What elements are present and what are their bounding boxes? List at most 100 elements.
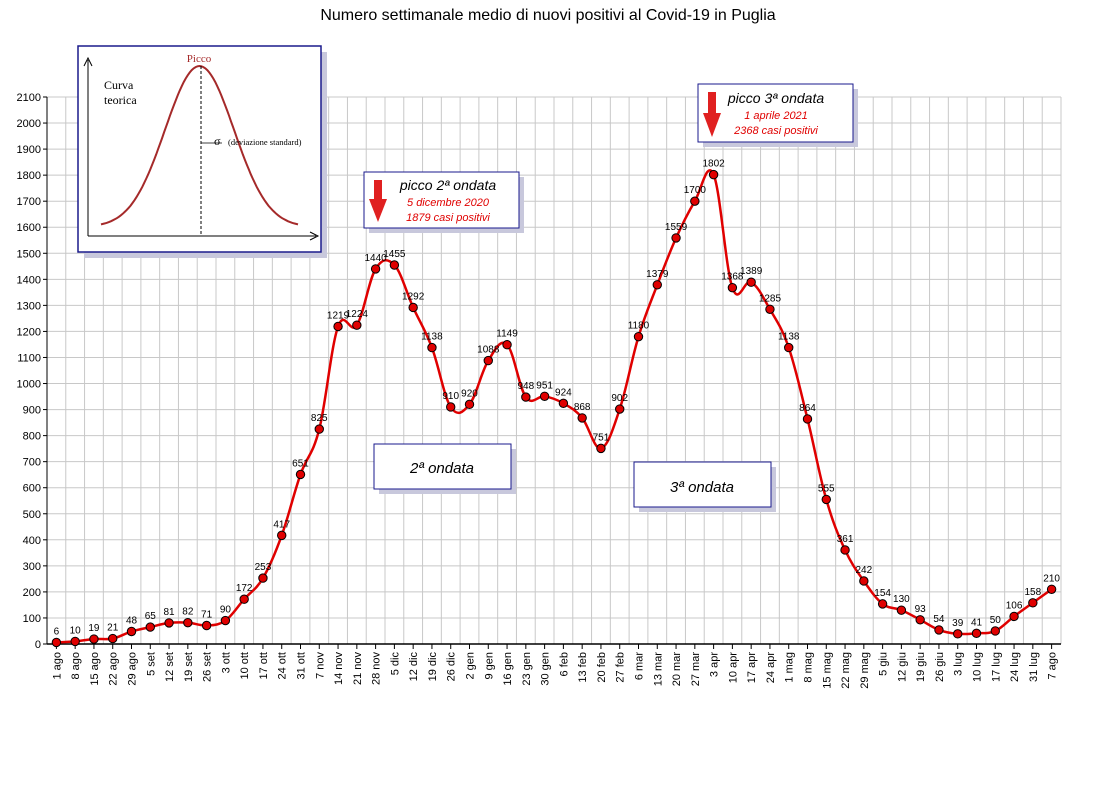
peak-3-date: 1 aprile 2021	[744, 110, 808, 122]
data-point	[314, 424, 324, 434]
data-label: 1440	[364, 253, 387, 264]
x-tick-label: 10 lug	[972, 652, 984, 682]
data-point	[633, 331, 644, 342]
x-tick-label: 29 ago	[127, 652, 139, 686]
x-tick-label: 3 lug	[953, 652, 965, 676]
data-point	[295, 469, 306, 480]
data-label: 130	[893, 594, 910, 605]
data-label: 210	[1043, 573, 1060, 584]
data-label: 82	[182, 607, 194, 618]
data-point	[408, 302, 418, 313]
x-tick-label: 22 mag	[840, 652, 852, 689]
data-label: 1088	[477, 345, 500, 356]
x-tick-label: 9 gen	[483, 652, 495, 680]
data-label: 158	[1024, 587, 1041, 598]
peak-2-cases: 1879 casi positivi	[406, 212, 490, 224]
data-label: 41	[971, 617, 983, 628]
data-label: 81	[163, 607, 175, 618]
data-label: 39	[952, 618, 964, 629]
x-tick-label: 10 apr	[727, 652, 739, 684]
inset-frame	[77, 45, 322, 253]
data-label: 1180	[628, 321, 650, 332]
data-point	[352, 320, 362, 330]
x-tick-label: 31 ott	[296, 652, 308, 680]
x-tick-label: 20 feb	[596, 652, 608, 683]
down-arrow-icon	[374, 180, 382, 200]
data-point	[671, 233, 681, 243]
x-tick-label: 12 dic	[408, 652, 420, 682]
data-label: 21	[107, 623, 119, 634]
data-label: 1292	[402, 291, 425, 302]
x-tick-label: 21 nov	[352, 652, 364, 686]
x-tick-label: 15 mag	[821, 652, 833, 689]
data-point	[577, 413, 587, 423]
x-tick-label: 7 ago	[1047, 652, 1059, 680]
data-label: 555	[818, 483, 835, 494]
data-point	[51, 637, 62, 648]
x-tick-label: 6 feb	[558, 652, 570, 676]
y-tick-label: 200	[23, 587, 41, 599]
data-point	[877, 599, 888, 609]
peak-2-date: 5 dicembre 2020	[407, 197, 490, 209]
data-point	[464, 399, 475, 410]
data-label: 1138	[778, 332, 800, 343]
data-label: 1219	[327, 310, 350, 321]
data-label: 1149	[496, 329, 518, 340]
y-tick-label: 0	[35, 639, 41, 651]
x-tick-label: 19 dic	[427, 652, 439, 682]
x-tick-label: 2 gen	[465, 652, 477, 680]
data-point	[915, 615, 925, 625]
data-point	[859, 576, 869, 586]
x-tick-label: 30 gen	[540, 652, 552, 686]
data-label: 65	[145, 611, 157, 622]
x-tick-label: 20 mar	[671, 652, 683, 687]
data-point	[652, 280, 662, 290]
data-label: 54	[933, 614, 945, 625]
x-tick-label: 5 dic	[389, 652, 401, 676]
y-tick-label: 1900	[17, 144, 41, 156]
data-label: 19	[88, 623, 100, 634]
x-tick-label: 1 ago	[51, 652, 63, 680]
inset-curve-label-2: teorica	[104, 93, 137, 107]
wave-3-label: 3ª ondata	[670, 479, 734, 496]
x-tick-label: 13 feb	[577, 652, 589, 683]
data-point	[821, 494, 831, 505]
data-label: 825	[311, 413, 328, 424]
y-tick-label: 2100	[17, 92, 41, 104]
data-label: 90	[220, 605, 232, 616]
data-label: 864	[799, 403, 816, 414]
data-point	[446, 402, 456, 412]
y-tick-label: 100	[23, 613, 41, 625]
x-tick-label: 29 mag	[859, 652, 871, 689]
data-label: 361	[837, 534, 854, 545]
data-point	[784, 342, 794, 353]
data-point	[558, 398, 569, 409]
annotation-wave-2: 2ª ondata	[373, 443, 516, 494]
data-label: 1379	[646, 269, 669, 280]
x-tick-label: 31 lug	[1028, 652, 1040, 682]
data-point	[1009, 611, 1019, 622]
x-tick-label: 22 ago	[108, 652, 120, 686]
data-label: 71	[201, 610, 213, 621]
x-tick-label: 8 ago	[70, 652, 82, 680]
x-tick-label: 23 gen	[521, 652, 533, 686]
x-tick-label: 24 ott	[277, 652, 289, 680]
y-tick-labels: 0 100 200 300 400 500 600 700 800 900 1000 1100 1200…	[17, 92, 41, 651]
y-tick-label: 1500	[17, 248, 41, 260]
data-point	[896, 605, 907, 615]
data-label: 951	[536, 380, 553, 391]
inset-bell-curve	[100, 64, 299, 226]
data-label: 93	[915, 604, 927, 615]
chart-title: Numero settimanale medio di nuovi positi…	[320, 7, 775, 24]
y-tick-label: 600	[23, 483, 41, 495]
data-point	[427, 342, 437, 353]
data-label: 242	[855, 565, 872, 576]
x-tick-label: 15 ago	[89, 652, 101, 686]
y-tick-label: 500	[23, 509, 41, 521]
data-point	[521, 392, 531, 402]
data-label: 253	[255, 562, 272, 573]
x-tick-label: 17 apr	[746, 652, 758, 684]
x-tick-label: 10 ott	[239, 652, 251, 680]
y-tick-label: 300	[23, 561, 41, 573]
